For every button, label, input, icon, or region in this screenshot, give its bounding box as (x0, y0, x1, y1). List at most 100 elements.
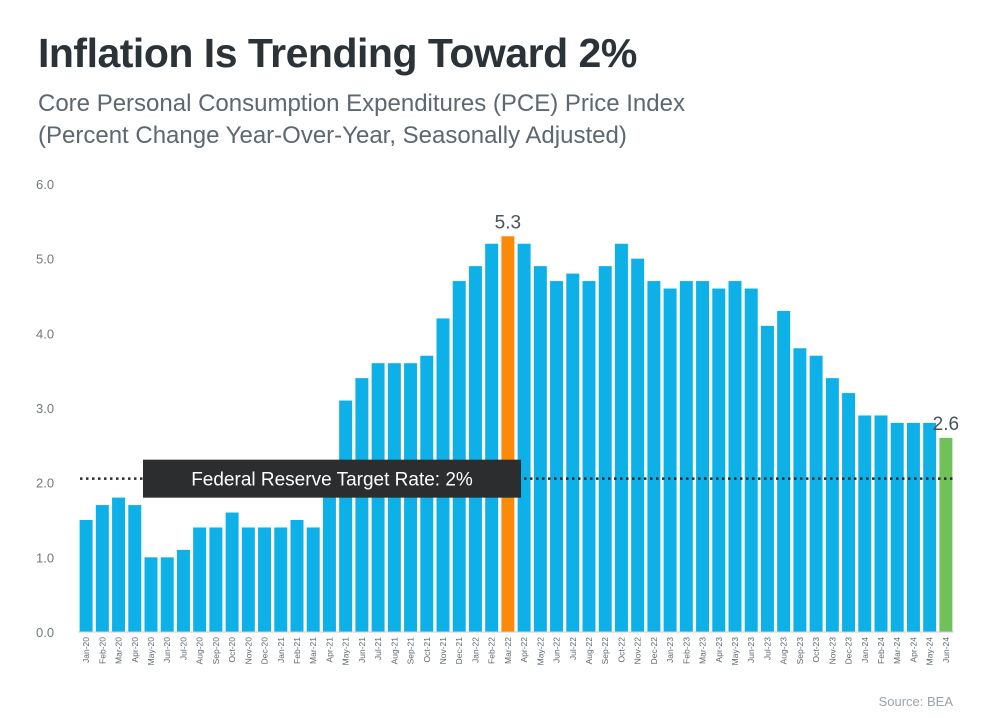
x-tick-label: Sep-23 (795, 637, 805, 665)
bar (939, 437, 953, 632)
bar (712, 288, 726, 632)
x-tick-label: Jul-20 (178, 637, 188, 660)
chart-title: Inflation Is Trending Toward 2% (38, 30, 637, 76)
bar (825, 378, 839, 632)
data-label: 5.3 (495, 212, 521, 233)
bar (517, 243, 531, 632)
x-tick-label: Jul-22 (568, 637, 578, 660)
bar (566, 273, 580, 632)
bar (631, 258, 645, 632)
bar (533, 266, 547, 632)
x-tick-label: May-23 (730, 637, 740, 666)
x-tick-label: Jan-20 (81, 637, 91, 663)
x-tick-label: May-24 (925, 637, 935, 666)
x-tick-label: Mar-23 (698, 637, 708, 664)
bar (144, 557, 158, 632)
bar (874, 415, 888, 632)
chart-subtitle-line-1: Core Personal Consumption Expenditures (… (38, 90, 685, 117)
bar (906, 422, 920, 632)
bar (598, 266, 612, 632)
x-tick-label: Mar-24 (892, 637, 902, 664)
x-tick-label: Jan-22 (470, 637, 480, 663)
bar (95, 505, 109, 632)
source-note: Source: BEA (878, 694, 953, 709)
x-tick-label: Oct-22 (616, 637, 626, 663)
x-tick-label: Oct-20 (227, 637, 237, 663)
y-tick-label: 2.0 (36, 476, 54, 491)
x-tick-label: Sep-20 (211, 637, 221, 665)
y-tick-label: 5.0 (36, 252, 54, 267)
x-tick-label: Sep-22 (600, 637, 610, 665)
x-tick-label: Mar-21 (308, 637, 318, 664)
x-tick-label: Aug-20 (195, 637, 205, 665)
bar (322, 482, 336, 632)
bar (79, 520, 93, 632)
x-tick-label: Dec-23 (844, 637, 854, 665)
x-tick-label: Nov-21 (438, 637, 448, 665)
x-tick-label: Jul-23 (762, 637, 772, 660)
bar (793, 348, 807, 632)
bar (258, 527, 272, 632)
bar (501, 236, 515, 632)
bar (193, 527, 207, 632)
y-tick-label: 6.0 (36, 177, 54, 192)
bar (176, 549, 190, 632)
x-tick-label: Jun-24 (941, 637, 951, 663)
x-tick-label: Apr-21 (324, 637, 334, 663)
bar (647, 281, 661, 632)
x-tick-label: Apr-20 (130, 637, 140, 663)
bar (290, 520, 304, 632)
x-tick-label: Apr-24 (908, 637, 918, 663)
x-tick-label: Nov-23 (827, 637, 837, 665)
bar (679, 281, 693, 632)
x-tick-label: Jan-21 (276, 637, 286, 663)
x-tick-label: May-21 (341, 637, 351, 666)
x-tick-label: Jun-23 (746, 637, 756, 663)
x-tick-label: Jan-24 (860, 637, 870, 663)
data-label: 2.6 (933, 414, 959, 435)
bar (112, 497, 126, 632)
y-tick-label: 1.0 (36, 550, 54, 565)
x-tick-label: Feb-21 (292, 637, 302, 664)
bar (160, 557, 174, 632)
bar (225, 512, 239, 632)
x-tick-label: Aug-22 (584, 637, 594, 665)
x-tick-label: May-20 (146, 637, 156, 666)
bar (858, 415, 872, 632)
bar (339, 400, 353, 632)
bar (760, 325, 774, 632)
x-tick-label: Jun-21 (357, 637, 367, 663)
x-tick-label: Dec-21 (454, 637, 464, 665)
x-tick-label: Dec-20 (260, 637, 270, 665)
bar (696, 281, 710, 632)
y-tick-label: 3.0 (36, 401, 54, 416)
bar (468, 266, 482, 632)
bar (663, 288, 677, 632)
bar (241, 527, 255, 632)
bar (209, 527, 223, 632)
bar (550, 281, 564, 632)
x-tick-label: Apr-23 (714, 637, 724, 663)
target-rate-label-box (143, 459, 521, 498)
x-tick-label: May-22 (535, 637, 545, 666)
x-tick-label: Feb-23 (681, 637, 691, 664)
x-tick-label: Jul-21 (373, 637, 383, 660)
x-tick-label: Mar-22 (503, 637, 513, 664)
y-tick-label: 0.0 (36, 625, 54, 640)
target-rate-label: Federal Reserve Target Rate: 2% (191, 470, 473, 491)
x-tick-label: Mar-20 (114, 637, 124, 664)
x-tick-label: Jun-22 (552, 637, 562, 663)
x-tick-label: Oct-21 (422, 637, 432, 663)
bar (306, 527, 320, 632)
x-tick-label: Dec-22 (649, 637, 659, 665)
bar (744, 288, 758, 632)
bar (614, 243, 628, 632)
bar (128, 505, 142, 632)
bar (842, 393, 856, 632)
chart-subtitle-line-2: (Percent Change Year-Over-Year, Seasonal… (38, 122, 627, 149)
y-tick-label: 4.0 (36, 326, 54, 341)
bar (728, 281, 742, 632)
bar (777, 310, 791, 632)
x-tick-label: Oct-23 (811, 637, 821, 663)
